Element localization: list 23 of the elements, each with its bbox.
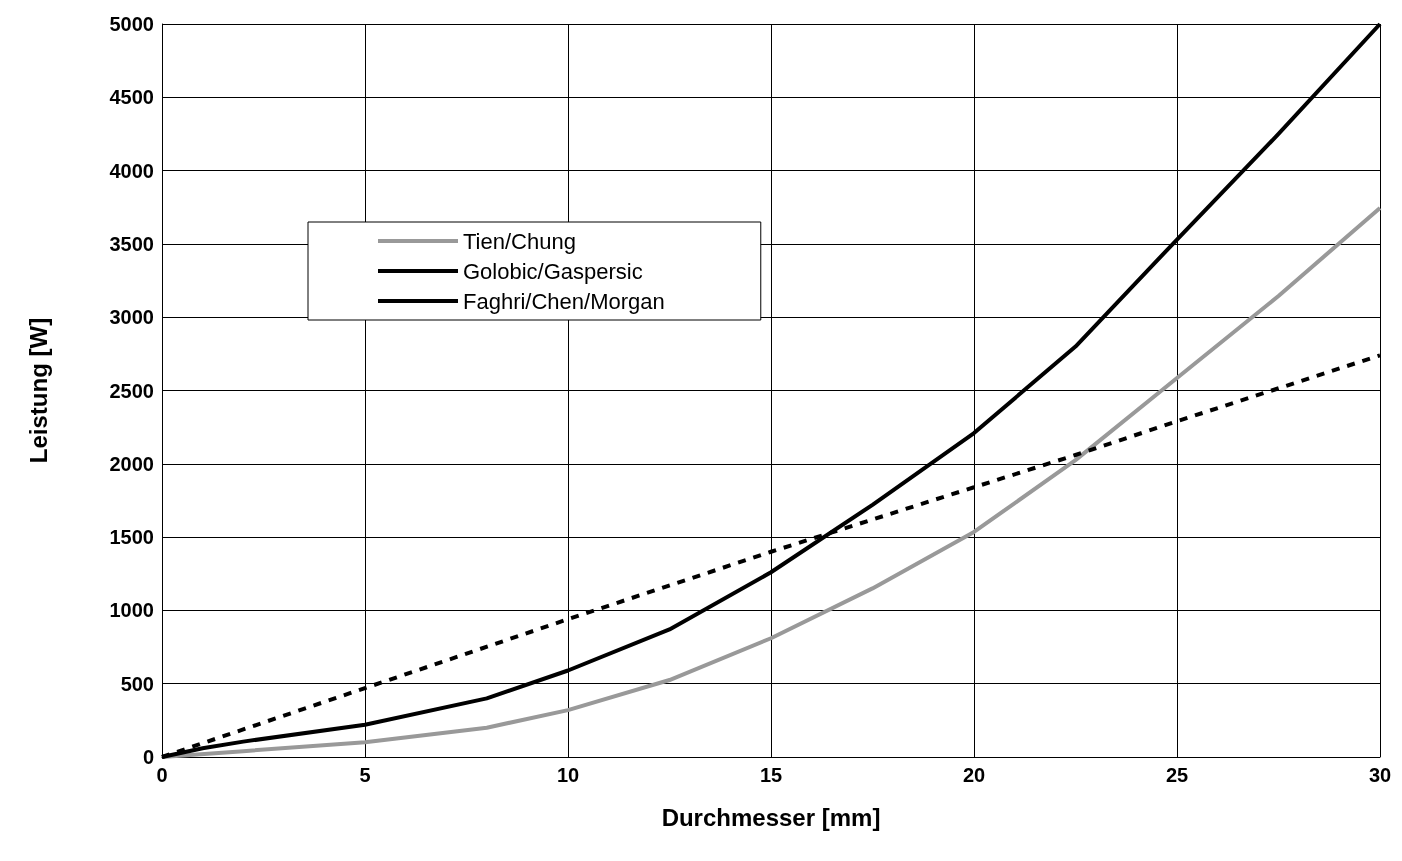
legend-label: Golobic/Gaspersic bbox=[463, 258, 643, 284]
x-tick-label: 25 bbox=[1165, 764, 1189, 786]
legend-label: Tien/Chung bbox=[463, 228, 576, 254]
y-tick-label: 3000 bbox=[109, 306, 154, 329]
y-tick-label: 3500 bbox=[109, 232, 154, 255]
y-axis-title: Leistung [W] bbox=[24, 317, 52, 464]
y-tick-label: 500 bbox=[120, 672, 154, 695]
y-tick-label: 4000 bbox=[109, 159, 154, 182]
y-tick-label: 0 bbox=[142, 746, 154, 768]
y-tick-label: 2500 bbox=[109, 379, 154, 402]
x-axis-title: Durchmesser [mm] bbox=[661, 803, 881, 831]
legend-label: Faghri/Chen/Morgan bbox=[463, 288, 665, 314]
x-tick-label: 10 bbox=[556, 764, 580, 786]
y-tick-label: 1000 bbox=[109, 599, 154, 622]
y-tick-label: 1500 bbox=[109, 526, 154, 549]
x-tick-label: 15 bbox=[759, 764, 783, 786]
y-tick-label: 2000 bbox=[109, 452, 154, 475]
x-tick-label: 20 bbox=[962, 764, 986, 786]
x-tick-label: 30 bbox=[1368, 764, 1392, 786]
y-tick-label: 5000 bbox=[109, 13, 154, 35]
x-tick-label: 5 bbox=[359, 764, 371, 786]
y-tick-label: 4500 bbox=[109, 86, 154, 109]
x-tick-label: 0 bbox=[156, 764, 168, 786]
